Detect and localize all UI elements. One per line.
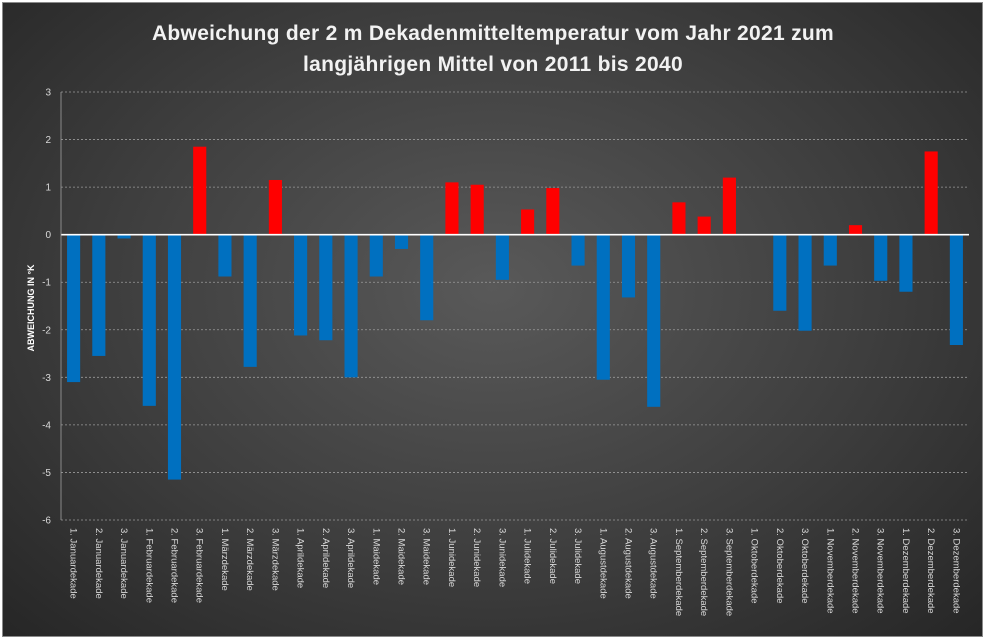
y-tick-label: 3 (45, 88, 51, 99)
bar-14 (394, 234, 409, 249)
x-tick-label: 2. Februardekade (169, 528, 180, 603)
x-tick-label: 2. Märzdekade (244, 528, 255, 591)
bar-2 (92, 234, 106, 356)
x-tick-label: 3. Augustdekade (648, 528, 659, 599)
x-tick-label: 1. Septemberdekade (673, 528, 684, 616)
bar-32 (848, 225, 863, 235)
x-tick-label: 2. Januardekade (93, 528, 104, 599)
bar-35 (924, 151, 938, 235)
bar-29 (773, 234, 787, 311)
x-tick-label: 1. Augustdekade (597, 528, 608, 599)
bar-16 (445, 182, 459, 235)
bar-23 (621, 234, 636, 298)
x-tick-label: 2. Oktoberdekade (774, 528, 785, 604)
x-tick-label: 3. Oktoberdekade (799, 528, 810, 604)
x-tick-label: 3. Märzdekade (269, 528, 280, 591)
bar-36 (949, 234, 963, 345)
y-tick-label: 2 (45, 135, 51, 146)
bar-21 (571, 234, 585, 266)
x-tick-label: 3. Aprildekade (345, 528, 356, 588)
bar-27 (722, 177, 736, 235)
x-tick-label: 2. Novemberdekade (850, 528, 861, 614)
bar-24 (647, 234, 661, 407)
y-tick-label: -4 (42, 420, 51, 431)
x-tick-label: 1. Dezemberdekade (900, 528, 911, 614)
x-tick-label: 2. Maidekade (396, 528, 407, 585)
y-tick-label: -1 (42, 278, 51, 289)
x-tick-label: 2. Septemberdekade (698, 528, 709, 616)
x-tick-label: 3. Januardekade (118, 528, 129, 599)
chart-svg: Abweichung der 2 m Dekadenmitteltemperat… (26, 22, 969, 616)
x-tick-label: 3. Februardekade (194, 528, 205, 603)
bar-30 (798, 234, 812, 331)
x-tick-label: 1. Novemberdekade (824, 528, 835, 614)
x-tick-label: 1. Maidekade (370, 528, 381, 585)
bar-4 (142, 234, 156, 406)
x-tick-label: 1. Februardekade (143, 528, 154, 603)
x-tick-label: 1. Märzdekade (219, 528, 230, 591)
bar-6 (193, 146, 207, 235)
bar-12 (344, 234, 358, 378)
x-tick-label: 2. Julidekade (547, 528, 558, 584)
x-tick-label: 2. Dezemberdekade (925, 528, 936, 614)
bar-33 (874, 234, 888, 281)
bar-15 (420, 234, 434, 321)
x-tick-label: 2. Junidekade (471, 528, 482, 587)
x-tick-label: 2. Aprildekade (320, 528, 331, 588)
x-tick-label: 2. Augustdekade (623, 528, 634, 599)
bar-20 (546, 188, 560, 235)
bar-22 (596, 234, 610, 380)
y-tick-label: -2 (42, 325, 51, 336)
y-tick-label: 1 (45, 183, 51, 194)
bar-18 (495, 234, 509, 280)
bar-1 (67, 234, 81, 383)
x-tick-label: 3. Julidekade (572, 528, 583, 584)
bar-31 (823, 234, 837, 266)
x-tick-label: 1. Oktoberdekade (749, 528, 760, 604)
bar-19 (521, 209, 535, 235)
bar-10 (294, 234, 308, 336)
x-tick-label: 3. Maidekade (421, 528, 432, 585)
bar-9 (268, 179, 282, 235)
bar-5 (167, 234, 182, 480)
bar-17 (470, 184, 484, 235)
bar-3 (117, 234, 131, 239)
x-tick-label: 3. Junidekade (496, 528, 507, 587)
bar-26 (697, 216, 711, 235)
chart-title-line-2: langjährigen Mittel von 2011 bis 2040 (303, 53, 683, 76)
x-tick-label: 1. Januardekade (68, 528, 79, 599)
x-tick-label: 1. Junidekade (446, 528, 457, 587)
bar-13 (369, 234, 383, 277)
y-tick-label: -6 (42, 516, 51, 527)
y-tick-label: -5 (42, 468, 51, 479)
bar-8 (243, 234, 257, 367)
bars (67, 146, 963, 480)
y-tick-label: 0 (45, 230, 51, 241)
y-tick-label: -3 (42, 373, 51, 384)
x-tick-label: 3. Dezemberdekade (950, 528, 961, 614)
x-tick-label: 1. Aprildekade (295, 528, 306, 588)
y-axis-title: ABWEICHUNG IN °K (26, 264, 36, 352)
x-tick-label: 3. Septemberdekade (723, 528, 734, 616)
bar-34 (899, 234, 913, 292)
chart-title-line-1: Abweichung der 2 m Dekadenmitteltemperat… (152, 22, 834, 45)
bar-11 (319, 234, 333, 341)
x-tick-labels: 1. Januardekade 2. Januardekade 3. Januard… (68, 528, 962, 616)
bar-25 (672, 202, 686, 235)
x-tick-label: 1. Julidekade (522, 528, 533, 584)
gridlines (61, 91, 969, 521)
bar-7 (218, 234, 232, 277)
y-tick-labels: 3 2 1 0 -1 -2 -3 -4 -5 -6 (42, 88, 51, 527)
x-tick-label: 3. Novemberdekade (875, 528, 886, 614)
